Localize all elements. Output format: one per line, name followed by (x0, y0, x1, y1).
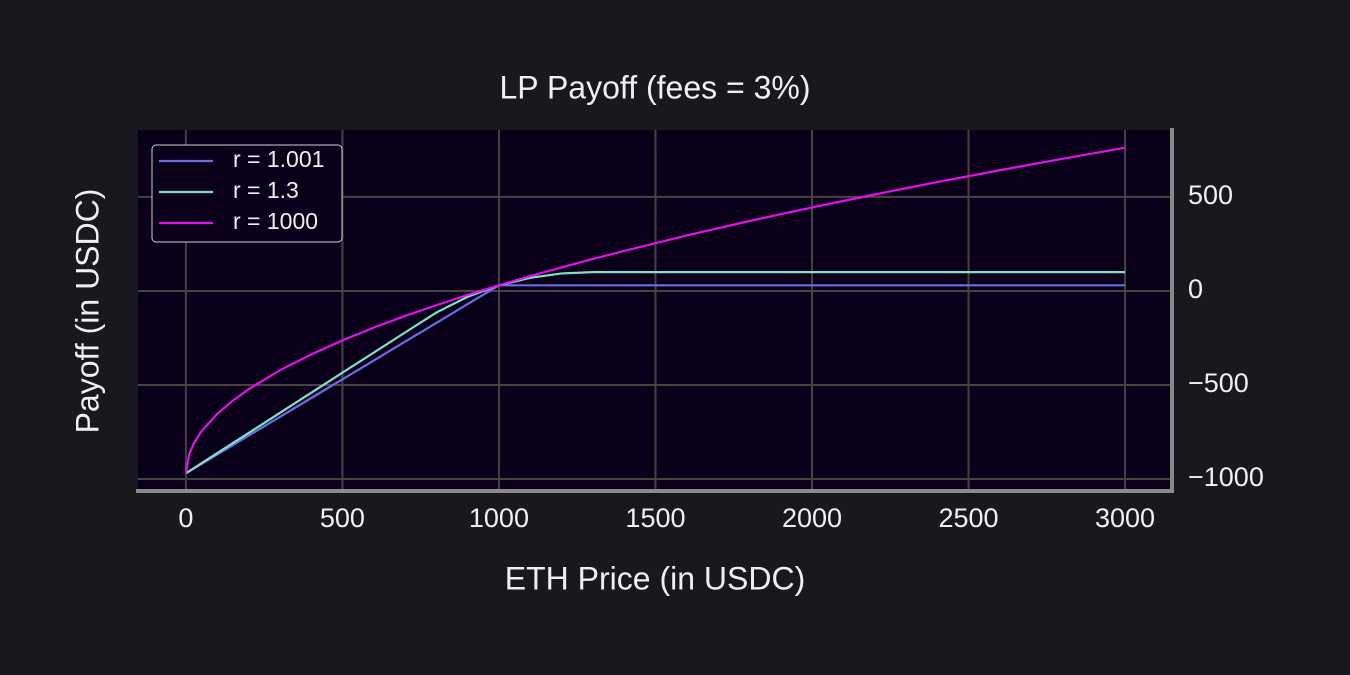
y-tick-label: −500 (1188, 368, 1249, 398)
series-line (185, 271, 1126, 475)
x-tick-label: 1000 (469, 503, 529, 533)
series-line (184, 146, 1126, 474)
x-tick-label: 2500 (938, 503, 998, 533)
chart-title: LP Payoff (fees = 3%) (500, 69, 811, 105)
x-tick-label: 3000 (1095, 503, 1155, 533)
series-line (185, 284, 1126, 475)
x-tick-label: 2000 (782, 503, 842, 533)
x-axis-label: ETH Price (in USDC) (505, 560, 805, 596)
y-tick-label: −1000 (1188, 462, 1264, 492)
legend-label: r = 1000 (233, 208, 318, 234)
legend-label: r = 1.001 (233, 146, 324, 172)
lines (184, 146, 1126, 475)
legend: r = 1.001 r = 1.3 r = 1000 (151, 144, 343, 243)
x-tick-label: 1500 (625, 503, 685, 533)
x-tick-label: 0 (178, 503, 193, 533)
x-tick-label: 500 (320, 503, 365, 533)
y-axis-label: Payoff (in USDC) (69, 189, 105, 434)
y-tick-label: 500 (1188, 180, 1233, 210)
y-tick-label: 0 (1188, 274, 1203, 304)
legend-box (151, 144, 343, 243)
legend-label: r = 1.3 (233, 177, 299, 203)
